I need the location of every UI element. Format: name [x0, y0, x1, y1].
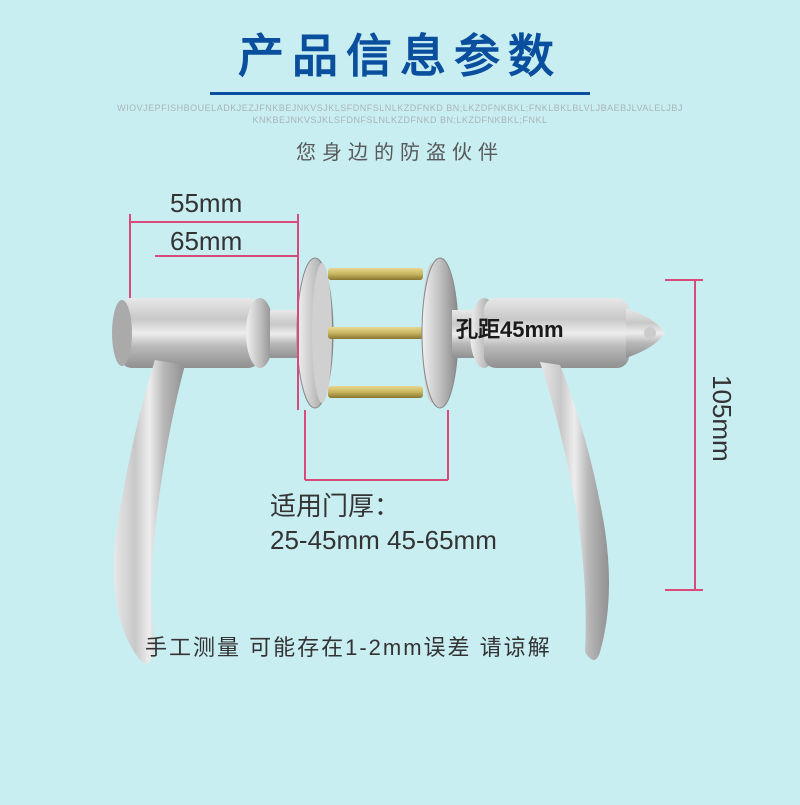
- header: 产品信息参数 WIOVJEPFISHBOUELADKJEZJFNKBEJNKVS…: [0, 0, 800, 165]
- dim-55mm: 55mm: [170, 188, 242, 219]
- decorative-text: WIOVJEPFISHBOUELADKJEZJFNKBEJNKVSJKLSFDN…: [0, 103, 800, 126]
- subtitle: 您身边的防盗伙伴: [0, 136, 800, 165]
- hole-distance-label: 孔距45mm: [456, 312, 564, 344]
- right-handle: [470, 298, 665, 660]
- door-thickness: 适用门厚： 25-45mm 45-65mm: [270, 490, 497, 558]
- left-handle: [112, 298, 274, 663]
- page-title: 产品信息参数: [0, 20, 800, 86]
- title-underline: [210, 92, 590, 95]
- dim-105mm: 105mm: [706, 375, 737, 462]
- rose-assembly: [270, 258, 482, 408]
- dim-65mm: 65mm: [170, 226, 242, 257]
- product-diagram: 55mm 65mm 孔距45mm 105mm 适用门厚： 25-45mm 45-…: [0, 190, 800, 800]
- measurement-disclaimer: 手工测量 可能存在1-2mm误差 请谅解: [145, 630, 552, 662]
